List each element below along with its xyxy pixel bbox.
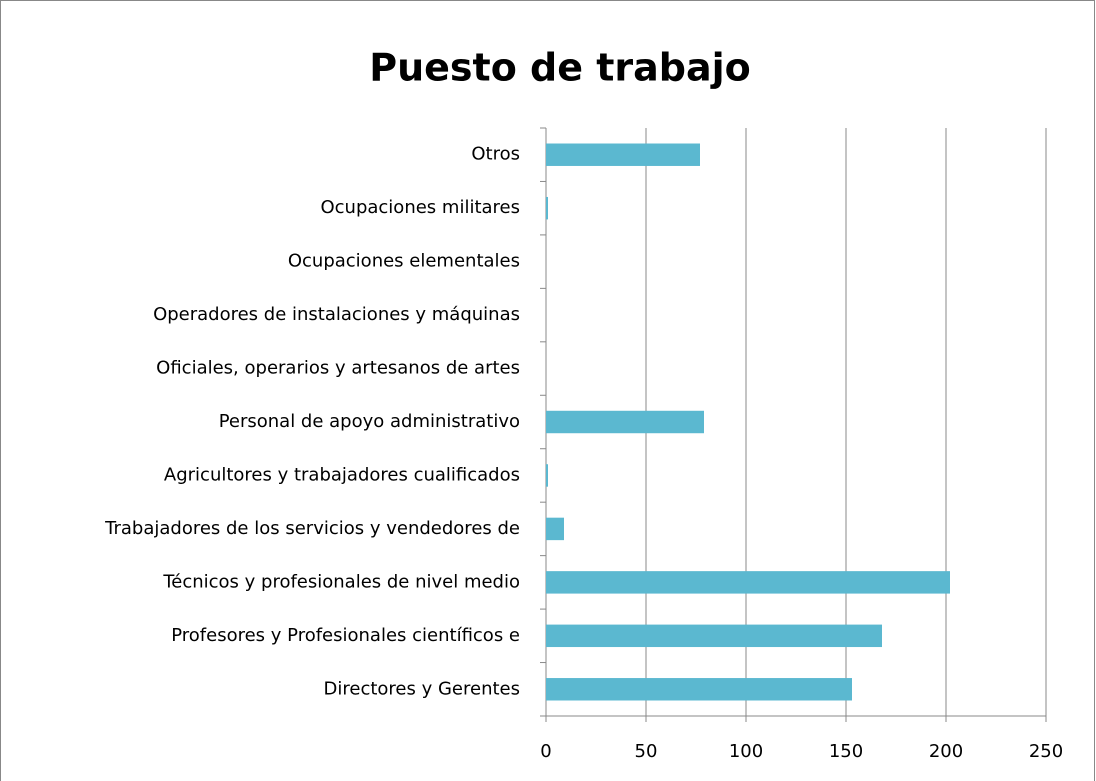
y-tick-label: Profesores y Profesionales científicos e bbox=[171, 625, 520, 646]
y-tick-label: Operadores de instalaciones y máquinas bbox=[153, 304, 520, 325]
bar bbox=[546, 571, 950, 594]
y-tick-label: Personal de apoyo administrativo bbox=[219, 411, 520, 432]
bar bbox=[546, 464, 548, 487]
chart-title: Puesto de trabajo bbox=[369, 46, 751, 90]
bar bbox=[546, 143, 700, 166]
x-tick-label: 100 bbox=[729, 741, 763, 762]
x-tick-label: 200 bbox=[929, 741, 963, 762]
y-tick-label: Otros bbox=[471, 144, 520, 165]
x-tick-label: 0 bbox=[540, 741, 551, 762]
y-tick-label: Técnicos y profesionales de nivel medio bbox=[162, 571, 520, 592]
y-tick-label: Oficiales, operarios y artesanos de arte… bbox=[156, 358, 520, 379]
x-tick-label: 150 bbox=[829, 741, 863, 762]
y-tick-label: Ocupaciones elementales bbox=[288, 251, 520, 272]
bar bbox=[546, 517, 564, 541]
bar bbox=[546, 678, 852, 701]
bar bbox=[546, 624, 882, 648]
y-tick-label: Directores y Gerentes bbox=[324, 678, 520, 699]
y-tick-label: Agricultores y trabajadores cualificados bbox=[164, 464, 520, 485]
y-tick-label: Trabajadores de los servicios y vendedor… bbox=[104, 518, 520, 539]
x-tick-label: 50 bbox=[635, 741, 658, 762]
bar bbox=[546, 196, 548, 220]
x-tick-label: 250 bbox=[1029, 741, 1063, 762]
bar bbox=[546, 410, 704, 434]
y-tick-label: Ocupaciones militares bbox=[320, 197, 520, 218]
